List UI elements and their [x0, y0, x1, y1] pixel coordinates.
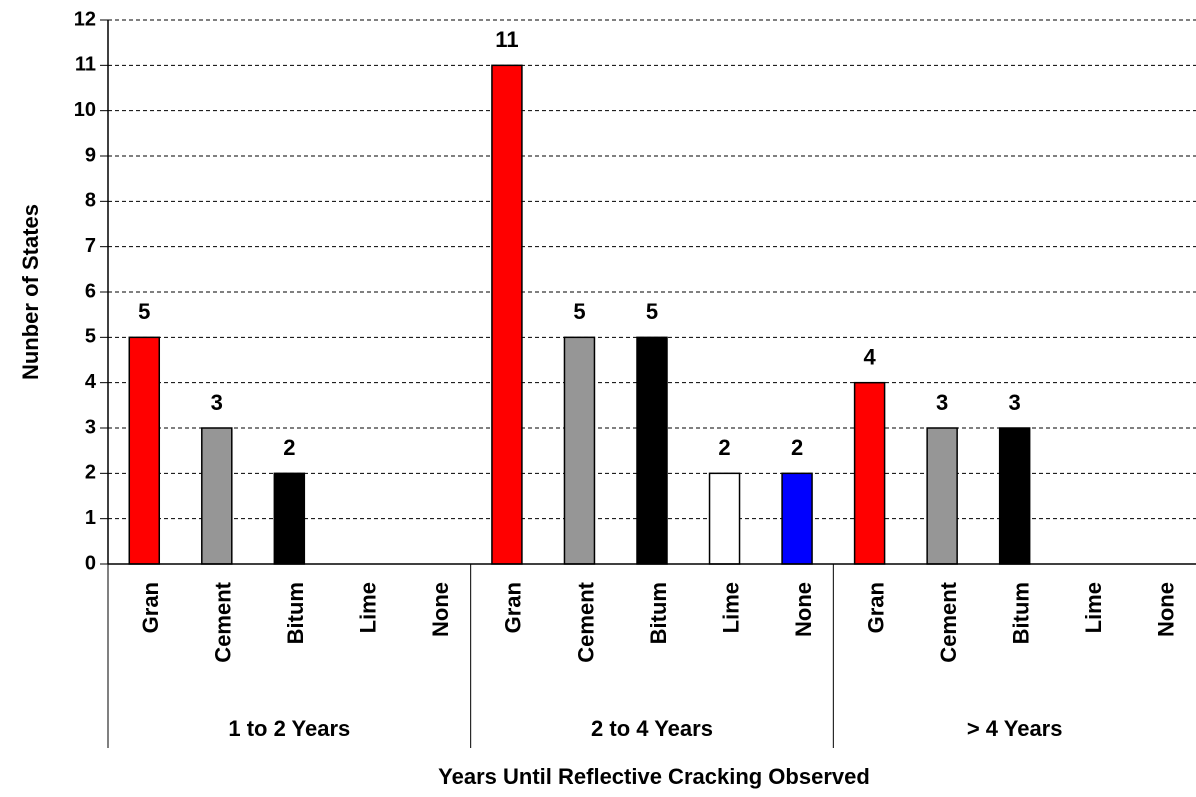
- y-tick-label: 2: [85, 462, 96, 484]
- data-label: 3: [1009, 390, 1021, 415]
- bar: [636, 336, 668, 565]
- data-label: 2: [791, 435, 803, 460]
- group-label: 1 to 2 Years: [228, 716, 350, 741]
- y-tick-label: 6: [85, 280, 96, 302]
- y-axis-title: Nunber of States: [18, 204, 43, 380]
- y-tick-label: 7: [85, 235, 96, 257]
- data-label: 5: [573, 299, 585, 324]
- y-tick-label: 11: [75, 54, 96, 76]
- y-tick-label: 9: [85, 144, 96, 166]
- data-label: 3: [936, 390, 948, 415]
- bar: [273, 472, 306, 565]
- y-tick-label: 12: [74, 8, 96, 30]
- x-tick-label: None: [1154, 582, 1179, 637]
- x-tick-label: Bitum: [283, 582, 308, 644]
- x-tick-label: Bitum: [1008, 582, 1033, 644]
- x-tick-label: None: [791, 582, 816, 637]
- x-tick-label: Gran: [138, 582, 163, 633]
- data-label: 5: [138, 299, 150, 324]
- x-tick-label: Bitum: [646, 582, 671, 644]
- bar: [201, 427, 233, 565]
- data-label: 2: [283, 435, 295, 460]
- x-tick-label: Cement: [936, 581, 961, 662]
- x-tick-label: Gran: [501, 582, 526, 633]
- data-label: 11: [495, 27, 518, 52]
- bar: [781, 472, 813, 565]
- y-tick-label: 1: [85, 507, 96, 529]
- data-label: 3: [211, 390, 223, 415]
- data-label: 5: [646, 299, 658, 324]
- x-tick-label: Cement: [211, 581, 236, 662]
- bar: [853, 381, 886, 565]
- x-axis-title: Years Until Reflective Cracking Observed: [438, 764, 870, 789]
- data-label: 4: [863, 344, 876, 369]
- group-label: 2 to 4 Years: [591, 716, 713, 741]
- bar: [998, 427, 1031, 565]
- y-tick-label: 5: [85, 326, 96, 348]
- x-tick-label: Lime: [1081, 582, 1106, 633]
- y-tick-label: 8: [85, 190, 96, 212]
- data-label: 2: [718, 435, 730, 460]
- bar: [708, 472, 741, 565]
- y-tick-label: 4: [85, 371, 97, 393]
- x-tick-label: Cement: [573, 581, 598, 662]
- y-tick-label: 10: [74, 99, 96, 121]
- bar: [128, 336, 161, 565]
- x-tick-label: None: [428, 582, 453, 637]
- group-label: > 4 Years: [967, 716, 1063, 741]
- x-tick-label: Lime: [356, 582, 381, 633]
- x-tick-label: Lime: [718, 582, 743, 633]
- bar: [491, 64, 523, 565]
- y-tick-label: 3: [85, 416, 96, 438]
- bar: [563, 336, 596, 565]
- bar: [926, 427, 958, 565]
- x-tick-label: Gran: [863, 582, 888, 633]
- y-tick-label: 0: [85, 552, 96, 574]
